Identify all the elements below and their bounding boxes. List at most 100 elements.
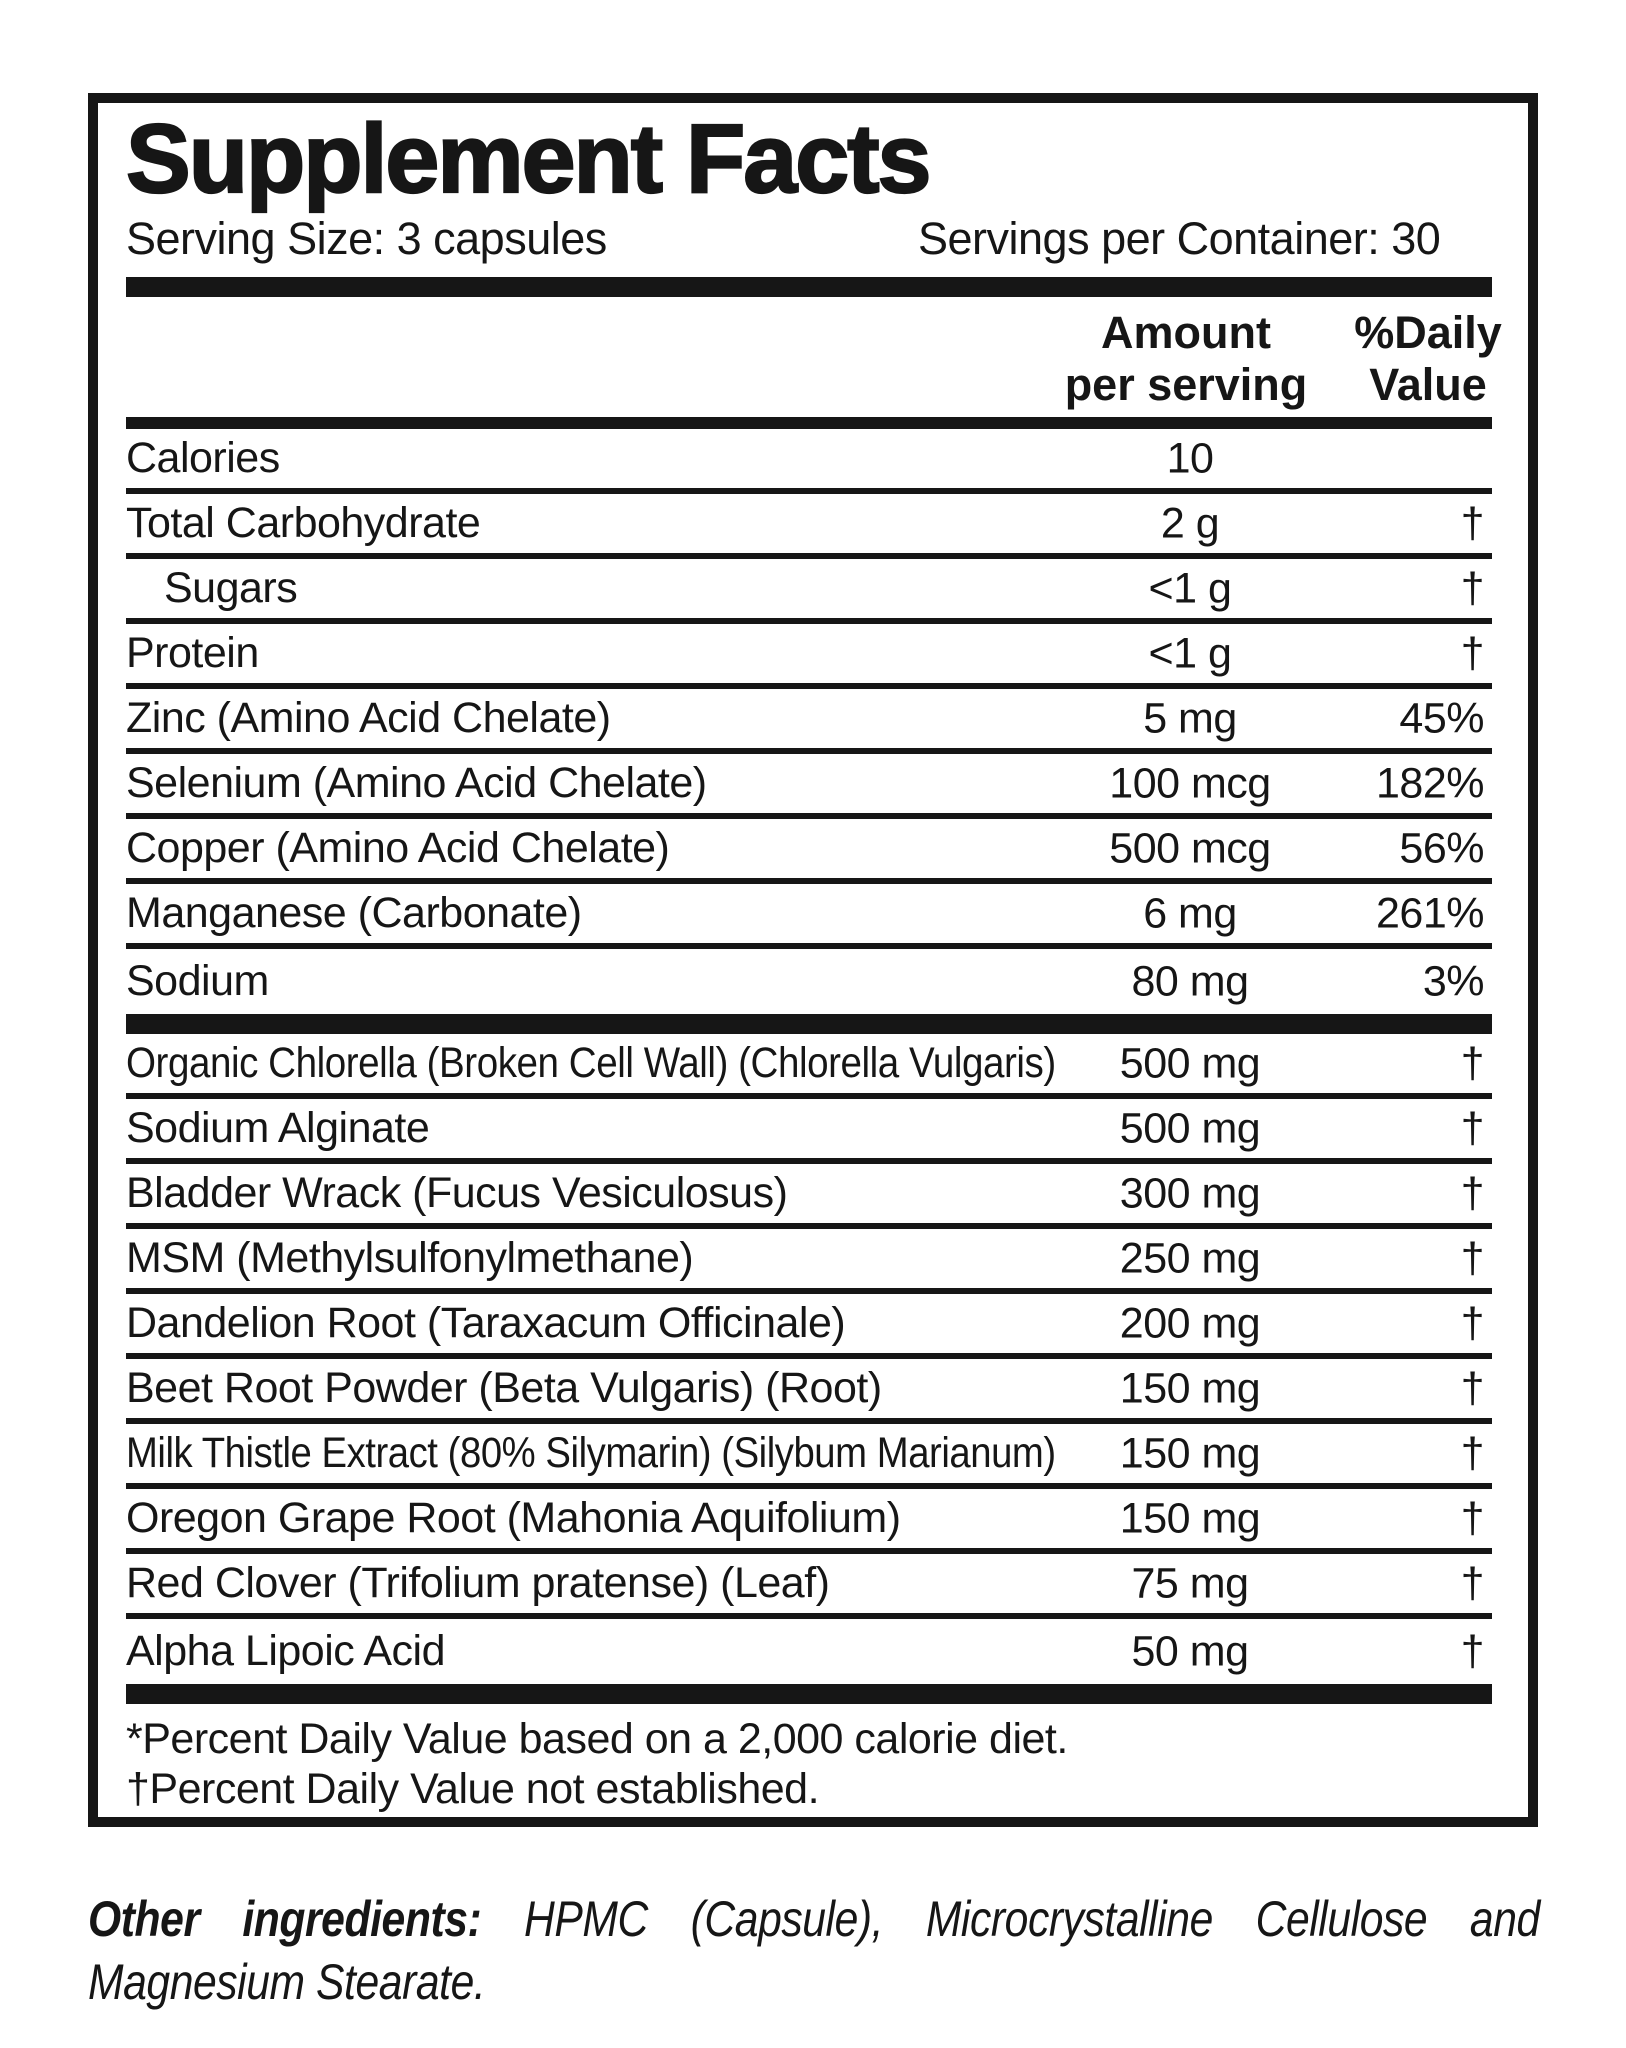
- nutrient-amount: 100 mcg: [1109, 759, 1271, 807]
- nutrient-name: Dandelion Root (Taraxacum Officinale): [126, 1299, 846, 1347]
- nutrient-name: Sodium Alginate: [126, 1104, 430, 1152]
- botanical-rows: Organic Chlorella (Broken Cell Wall) (Ch…: [126, 1034, 1492, 1684]
- nutrient-amount: 500 mcg: [1109, 824, 1271, 872]
- nutrient-daily-value: 56%: [1399, 824, 1484, 872]
- botanical-row: Alpha Lipoic Acid 50 mg †: [126, 1619, 1492, 1684]
- nutrient-amount: <1 g: [1148, 564, 1232, 612]
- divider-bar-top: [126, 277, 1492, 297]
- nutrient-amount: 2 g: [1160, 499, 1220, 547]
- column-header-amount-line2: per serving: [1064, 359, 1308, 410]
- nutrient-daily-value: 261%: [1376, 889, 1484, 937]
- nutrient-name: Copper (Amino Acid Chelate): [126, 824, 670, 872]
- column-header-amount: Amount per serving: [1026, 307, 1346, 411]
- nutrient-daily-value: †: [1460, 1494, 1485, 1542]
- nutrient-name: Bladder Wrack (Fucus Vesiculosus): [126, 1169, 788, 1217]
- nutrient-row: Sodium 80 mg 3%: [126, 949, 1492, 1014]
- nutrient-daily-value: †: [1460, 1299, 1485, 1347]
- botanical-row: Organic Chlorella (Broken Cell Wall) (Ch…: [126, 1034, 1492, 1099]
- nutrient-amount: 5 mg: [1143, 694, 1237, 742]
- serving-info-row: Serving Size: 3 capsules Servings per Co…: [126, 209, 1492, 269]
- nutrient-row: Manganese (Carbonate) 6 mg 261%: [126, 884, 1492, 949]
- botanical-row: Oregon Grape Root (Mahonia Aquifolium) 15…: [126, 1489, 1492, 1554]
- nutrient-name: Sodium: [126, 957, 269, 1005]
- nutrient-row: Total Carbohydrate 2 g †: [126, 494, 1492, 559]
- column-header-dv-line2: Value: [1369, 359, 1487, 410]
- nutrient-daily-value: †: [1460, 1169, 1485, 1217]
- nutrient-rows: Calories 10 Total Carbohydrate 2 g † Sugars <1…: [126, 429, 1492, 1014]
- nutrient-amount: 6 mg: [1143, 889, 1237, 937]
- divider-bar-bottom: [126, 1684, 1492, 1704]
- divider-bar-middle: [126, 1014, 1492, 1034]
- nutrient-name: Total Carbohydrate: [126, 499, 481, 547]
- nutrient-daily-value: †: [1460, 499, 1485, 547]
- nutrient-daily-value: †: [1460, 1429, 1485, 1477]
- nutrient-amount: <1 g: [1148, 629, 1232, 677]
- nutrient-daily-value: 3%: [1422, 957, 1485, 1005]
- nutrient-daily-value: †: [1460, 1559, 1485, 1607]
- botanical-row: Milk Thistle Extract (80% Silymarin) (Si…: [126, 1424, 1492, 1489]
- nutrient-name: Selenium (Amino Acid Chelate): [126, 759, 707, 807]
- nutrient-row: Selenium (Amino Acid Chelate) 100 mcg 182%: [126, 754, 1492, 819]
- nutrient-name: Oregon Grape Root (Mahonia Aquifolium): [126, 1494, 901, 1542]
- nutrient-row: Sugars <1 g †: [126, 559, 1492, 624]
- nutrient-daily-value: †: [1460, 629, 1485, 677]
- nutrient-amount: 50 mg: [1131, 1627, 1249, 1675]
- nutrient-name: Sugars: [164, 564, 298, 612]
- header-underline: [126, 417, 1492, 429]
- nutrient-amount: 200 mg: [1119, 1299, 1261, 1347]
- nutrient-name: Milk Thistle Extract (80% Silymarin) (Si…: [126, 1429, 1056, 1477]
- botanical-row: Red Clover (Trifolium pratense) (Leaf) 75…: [126, 1554, 1492, 1619]
- supplement-facts-panel: Supplement Facts Serving Size: 3 capsule…: [88, 93, 1538, 1827]
- nutrient-daily-value: †: [1460, 564, 1485, 612]
- column-header-daily-value: %Daily Value: [1268, 307, 1588, 411]
- nutrient-daily-value: †: [1460, 1627, 1485, 1675]
- nutrient-row: Calories 10: [126, 429, 1492, 494]
- botanical-row: Sodium Alginate 500 mg †: [126, 1099, 1492, 1164]
- nutrient-name: Calories: [126, 434, 280, 482]
- nutrient-daily-value: 45%: [1399, 694, 1484, 742]
- nutrient-name: Manganese (Carbonate): [126, 889, 582, 937]
- botanical-row: Dandelion Root (Taraxacum Officinale) 200…: [126, 1294, 1492, 1359]
- nutrient-row: Protein <1 g †: [126, 624, 1492, 689]
- nutrient-amount: 75 mg: [1131, 1559, 1249, 1607]
- nutrient-name: Organic Chlorella (Broken Cell Wall) (Ch…: [126, 1039, 1056, 1087]
- nutrient-daily-value: †: [1460, 1234, 1485, 1282]
- botanical-row: Bladder Wrack (Fucus Vesiculosus) 300 mg †: [126, 1164, 1492, 1229]
- nutrient-amount: 500 mg: [1119, 1039, 1261, 1087]
- nutrient-name: Alpha Lipoic Acid: [126, 1627, 446, 1675]
- column-header-dv-line1: %Daily: [1354, 307, 1502, 358]
- panel-content: Supplement Facts Serving Size: 3 capsule…: [125, 103, 1502, 1814]
- footnote-not-established: †Percent Daily Value not established.: [126, 1765, 820, 1813]
- nutrient-amount: 150 mg: [1119, 1494, 1261, 1542]
- nutrient-daily-value: †: [1460, 1039, 1485, 1087]
- nutrient-name: MSM (Methylsulfonylmethane): [126, 1234, 694, 1282]
- other-ingredients-text: HPMC (Capsule), Microcrystalline Cellulo…: [88, 1891, 1540, 2010]
- nutrient-amount: 150 mg: [1119, 1429, 1261, 1477]
- servings-per-container: Servings per Container: 30: [918, 213, 1441, 264]
- serving-size: Serving Size: 3 capsules: [126, 213, 607, 264]
- nutrient-amount: 150 mg: [1119, 1364, 1261, 1412]
- botanical-row: Beet Root Powder (Beta Vulgaris) (Root) 1…: [126, 1359, 1492, 1424]
- nutrient-name: Zinc (Amino Acid Chelate): [126, 694, 611, 742]
- footnote-daily-value: *Percent Daily Value based on a 2,000 ca…: [126, 1715, 1068, 1763]
- column-header-row: Amount per serving %Daily Value: [126, 297, 1502, 417]
- nutrient-name: Red Clover (Trifolium pratense) (Leaf): [126, 1559, 830, 1607]
- nutrient-name: Beet Root Powder (Beta Vulgaris) (Root): [126, 1364, 882, 1412]
- nutrient-row: Zinc (Amino Acid Chelate) 5 mg 45%: [126, 689, 1492, 754]
- nutrient-daily-value: 182%: [1376, 759, 1484, 807]
- nutrient-amount: 250 mg: [1119, 1234, 1261, 1282]
- nutrient-row: Copper (Amino Acid Chelate) 500 mcg 56%: [126, 819, 1492, 884]
- nutrient-daily-value: †: [1460, 1364, 1485, 1412]
- nutrient-amount: 80 mg: [1131, 957, 1249, 1005]
- nutrient-amount: 10: [1166, 434, 1214, 482]
- column-header-amount-line1: Amount: [1101, 307, 1271, 358]
- panel-title: Supplement Facts: [125, 104, 933, 213]
- nutrient-amount: 500 mg: [1119, 1104, 1261, 1152]
- nutrient-daily-value: †: [1460, 1104, 1485, 1152]
- botanical-row: MSM (Methylsulfonylmethane) 250 mg †: [126, 1229, 1492, 1294]
- other-ingredients-lead: Other ingredients:: [88, 1891, 482, 1947]
- nutrient-name: Protein: [126, 629, 259, 677]
- other-ingredients: Other ingredients: HPMC (Capsule), Micro…: [88, 1888, 1540, 2014]
- nutrient-amount: 300 mg: [1119, 1169, 1261, 1217]
- footnotes: *Percent Daily Value based on a 2,000 ca…: [126, 1704, 1492, 1814]
